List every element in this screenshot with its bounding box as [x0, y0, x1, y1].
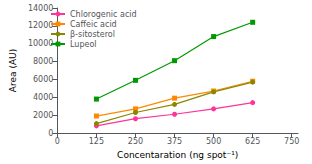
svg-text:β-sitosterol: β-sitosterol [70, 30, 115, 39]
svg-text:Caffeic acid: Caffeic acid [70, 20, 117, 29]
svg-text:Concentaration (ng spot⁻¹): Concentaration (ng spot⁻¹) [117, 150, 238, 160]
svg-text:Lupeol: Lupeol [70, 40, 97, 49]
svg-text:750: 750 [284, 137, 299, 146]
svg-text:Chlorogenic acid: Chlorogenic acid [70, 10, 137, 19]
svg-text:500: 500 [206, 137, 221, 146]
svg-text:6000: 6000 [33, 75, 53, 84]
svg-text:Area (AU): Area (AU) [8, 49, 18, 92]
svg-text:0: 0 [48, 129, 53, 138]
svg-text:125: 125 [89, 137, 104, 146]
svg-text:250: 250 [128, 137, 143, 146]
svg-text:0: 0 [55, 137, 60, 146]
svg-text:375: 375 [167, 137, 182, 146]
svg-text:4000: 4000 [33, 93, 53, 102]
svg-text:10000: 10000 [28, 39, 53, 48]
svg-text:8000: 8000 [33, 57, 53, 66]
svg-text:12000: 12000 [28, 21, 53, 30]
svg-text:2000: 2000 [33, 111, 53, 120]
svg-text:625: 625 [245, 137, 260, 146]
svg-text:14000: 14000 [28, 4, 53, 13]
